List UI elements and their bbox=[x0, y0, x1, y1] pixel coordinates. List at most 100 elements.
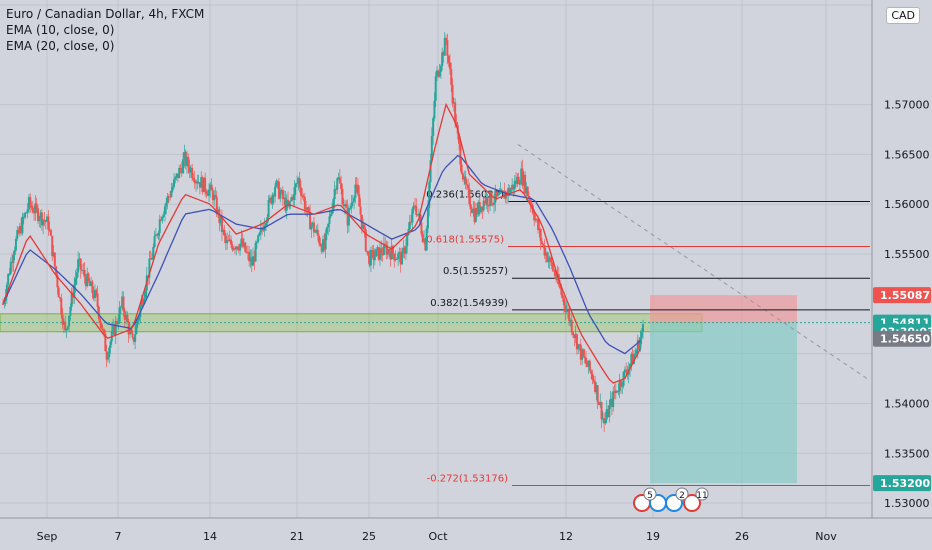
candle-body bbox=[458, 133, 461, 144]
candle-body bbox=[75, 272, 78, 279]
candle-body bbox=[293, 187, 296, 200]
candle-body bbox=[160, 219, 163, 221]
candle-body bbox=[31, 207, 34, 213]
candle-body bbox=[183, 151, 186, 160]
candle-body bbox=[340, 183, 343, 190]
candle-body bbox=[502, 190, 505, 192]
candle-body bbox=[205, 191, 208, 195]
candle-body bbox=[503, 190, 506, 199]
candle-body bbox=[517, 176, 520, 185]
candle-body bbox=[49, 230, 52, 236]
candle-body bbox=[197, 182, 200, 184]
currency-badge[interactable]: CAD bbox=[886, 7, 920, 24]
candle-body bbox=[302, 195, 305, 198]
candle-body bbox=[275, 180, 278, 187]
candle-body bbox=[252, 256, 255, 266]
candle-body bbox=[16, 230, 19, 239]
ema-10-line bbox=[2, 102, 641, 384]
candle-body bbox=[336, 178, 339, 190]
indicator-ema-10[interactable]: EMA (10, close, 0) bbox=[6, 23, 115, 37]
candle-body bbox=[255, 241, 258, 243]
candle-body bbox=[325, 227, 328, 234]
candle-body bbox=[46, 216, 49, 222]
candle-body bbox=[544, 252, 547, 256]
candle-body bbox=[341, 189, 344, 205]
candle-body bbox=[277, 181, 280, 199]
candle-body bbox=[590, 370, 593, 374]
candle-body bbox=[494, 191, 497, 203]
candle-body bbox=[109, 341, 112, 348]
candle-body bbox=[167, 196, 170, 198]
candle-body bbox=[630, 354, 633, 364]
candle-body bbox=[276, 180, 279, 182]
candle-body bbox=[476, 208, 479, 215]
candle-body bbox=[604, 419, 607, 424]
candle-body bbox=[464, 176, 467, 185]
price-label-box bbox=[873, 475, 931, 492]
candle-body bbox=[608, 405, 611, 418]
fib-level-label: 0.5(1.55257) bbox=[443, 266, 508, 277]
candle-body bbox=[546, 252, 549, 262]
event-count-text: 5 bbox=[647, 491, 653, 501]
indicator-ema-20[interactable]: EMA (20, close, 0) bbox=[6, 39, 115, 53]
ema-20-line bbox=[2, 154, 641, 355]
candle-body bbox=[262, 229, 265, 231]
candle-body bbox=[166, 196, 169, 203]
candle-body bbox=[227, 240, 230, 242]
candle-body bbox=[470, 209, 473, 213]
candle-body bbox=[582, 349, 585, 357]
candle-body bbox=[493, 202, 496, 205]
candle-body bbox=[638, 340, 641, 349]
candle-body bbox=[472, 208, 475, 213]
candle-body bbox=[411, 208, 414, 223]
candle-body bbox=[575, 334, 578, 350]
candle-body bbox=[310, 224, 313, 230]
candle-body bbox=[33, 212, 36, 214]
price-label-box bbox=[873, 330, 931, 347]
time-tick-label: Oct bbox=[428, 530, 448, 543]
candle-body bbox=[38, 219, 41, 222]
candle-body bbox=[402, 247, 405, 252]
candle-body bbox=[607, 408, 610, 418]
candle-body bbox=[92, 293, 95, 299]
candle-body bbox=[296, 182, 299, 184]
candle-body bbox=[284, 197, 287, 211]
candle-body bbox=[84, 277, 87, 287]
candle-body bbox=[204, 177, 207, 192]
candle-body bbox=[132, 337, 135, 342]
candle-body bbox=[353, 197, 356, 202]
candle-body bbox=[574, 334, 577, 339]
candle-body bbox=[206, 194, 209, 196]
candle-body bbox=[578, 344, 581, 346]
candle-body bbox=[529, 198, 532, 205]
candle-body bbox=[560, 288, 563, 295]
candle-body bbox=[473, 208, 476, 222]
candle-body bbox=[577, 344, 580, 350]
candle-body bbox=[138, 316, 141, 321]
candle-body bbox=[452, 102, 455, 104]
candle-body bbox=[322, 239, 324, 252]
candle-body bbox=[201, 177, 204, 192]
candle-body bbox=[250, 257, 253, 266]
candle-body bbox=[619, 380, 622, 387]
candle-body bbox=[474, 208, 477, 222]
candle-body bbox=[451, 84, 454, 104]
candle-body bbox=[270, 197, 273, 204]
time-tick-label: 21 bbox=[290, 530, 304, 543]
candle-body bbox=[242, 242, 245, 247]
candle-body bbox=[373, 256, 376, 261]
candle-body bbox=[140, 299, 143, 307]
candle-body bbox=[382, 243, 385, 255]
candle-body bbox=[487, 205, 490, 207]
candle-body bbox=[283, 197, 286, 200]
candle-body bbox=[200, 177, 203, 188]
event-count-text: 11 bbox=[696, 491, 707, 501]
candle-body bbox=[254, 242, 257, 262]
event-count-text: 2 bbox=[679, 491, 685, 501]
candle-body bbox=[173, 179, 176, 187]
candle-body bbox=[101, 328, 104, 330]
candle-body bbox=[292, 196, 295, 200]
candle-body bbox=[489, 191, 492, 206]
